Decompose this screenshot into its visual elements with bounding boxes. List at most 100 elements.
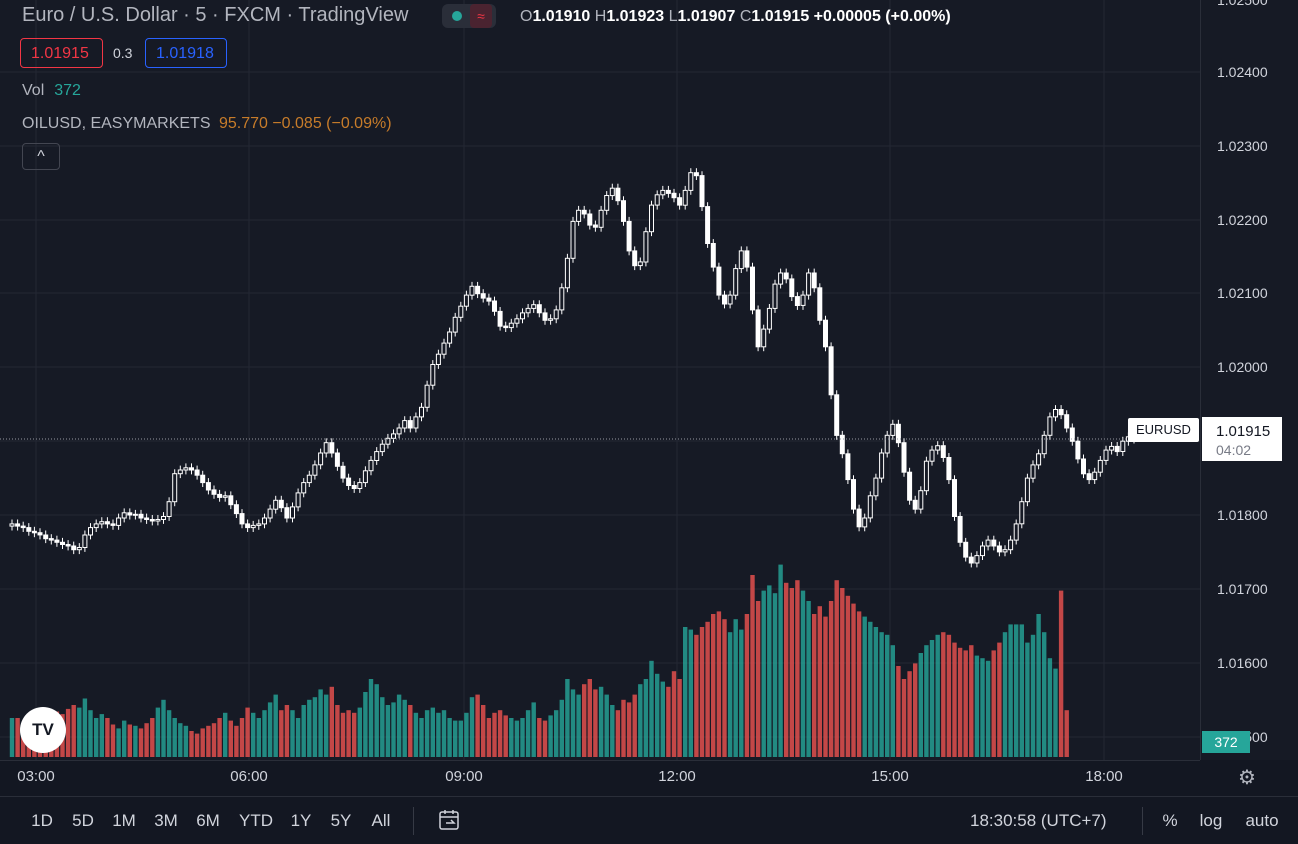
spread-value: 0.3 xyxy=(113,45,133,61)
volume-bar xyxy=(851,603,856,757)
range-all-button[interactable]: All xyxy=(371,811,391,830)
candle-body xyxy=(82,534,88,548)
compare-legend[interactable]: OILUSD, EASYMARKETS 95.770 −0.085 (−0.09… xyxy=(22,115,392,133)
candle-body xyxy=(879,452,885,479)
candle-body xyxy=(396,427,402,435)
candle-body xyxy=(688,172,694,191)
range-6m-button[interactable]: 6M xyxy=(196,811,220,830)
volume-legend[interactable]: Vol 372 xyxy=(22,82,81,100)
volume-bar xyxy=(856,611,862,757)
candle-body xyxy=(65,544,71,547)
candle-body xyxy=(37,532,43,536)
range-5d-button[interactable]: 5D xyxy=(72,811,94,830)
log-scale-button[interactable]: log xyxy=(1199,811,1223,830)
candle-body xyxy=(817,287,823,321)
tradingview-logo-icon[interactable]: TV xyxy=(20,707,66,753)
candle-body xyxy=(183,467,189,471)
chart-pane[interactable]: Euro / U.S. Dollar · 5 · FXCM · TradingV… xyxy=(0,0,1200,760)
sell-button[interactable]: 1.01915 xyxy=(20,38,103,68)
volume-bar xyxy=(946,634,952,757)
volume-bar xyxy=(492,712,497,757)
calendar-goto-icon[interactable] xyxy=(438,808,462,837)
volume-value: 372 xyxy=(54,82,81,99)
volume-bar xyxy=(901,679,907,757)
buy-button[interactable]: 1.01918 xyxy=(145,38,227,68)
candle-body xyxy=(250,524,256,529)
volume-bar xyxy=(206,725,211,757)
volume-bar xyxy=(755,601,761,757)
candle-body xyxy=(430,364,436,386)
candle-body xyxy=(649,204,654,233)
candle-body xyxy=(991,539,997,547)
close-label: C xyxy=(739,8,752,25)
volume-bar xyxy=(520,718,525,757)
candle-body xyxy=(1008,539,1014,551)
range-5y-button[interactable]: 5Y xyxy=(330,811,352,830)
price-axis[interactable]: 1.02500 1.02400 1.02300 1.02200 1.02100 … xyxy=(1200,0,1298,760)
bar-countdown: 04:02 xyxy=(1216,442,1252,458)
volume-bar xyxy=(408,705,413,757)
candle-body xyxy=(980,545,985,557)
volume-bar xyxy=(800,590,806,757)
candle-body xyxy=(1013,523,1019,541)
range-3m-button[interactable]: 3M xyxy=(154,811,178,830)
toolbar-divider xyxy=(413,807,414,835)
volume-bar xyxy=(548,715,553,757)
candle-body xyxy=(1081,458,1086,475)
candle-body xyxy=(138,513,144,519)
candle-body xyxy=(772,283,778,309)
candle-body xyxy=(548,318,554,321)
volume-bar xyxy=(194,733,200,757)
market-status-pill[interactable]: ≈ xyxy=(442,4,496,28)
candle-body xyxy=(901,442,907,473)
range-ytd-button[interactable]: YTD xyxy=(239,811,273,830)
volume-bar xyxy=(9,718,15,757)
market-open-icon xyxy=(452,11,462,21)
open-label: O xyxy=(520,8,533,25)
volume-bar xyxy=(598,686,604,757)
volume-bar xyxy=(1047,658,1053,757)
auto-scale-button[interactable]: auto xyxy=(1245,811,1279,830)
percent-scale-button[interactable]: % xyxy=(1162,811,1178,830)
candle-body xyxy=(660,189,666,196)
volume-bar xyxy=(189,731,194,757)
candle-body xyxy=(26,527,32,532)
price-tick: 1.02500 xyxy=(1217,0,1268,8)
volume-bar xyxy=(974,655,980,757)
volume-bar xyxy=(329,686,334,757)
candle-body xyxy=(273,499,279,510)
candle-body xyxy=(912,499,918,510)
candle-body xyxy=(503,325,509,329)
candle-body xyxy=(155,519,161,522)
volume-bar xyxy=(985,660,991,757)
candle-body xyxy=(609,187,615,197)
candle-body xyxy=(929,449,935,462)
volume-bar xyxy=(929,640,935,757)
volume-bar xyxy=(845,595,851,757)
symbol-title[interactable]: Euro / U.S. Dollar · 5 · FXCM · TradingV… xyxy=(22,4,409,26)
volume-bar xyxy=(441,710,447,757)
volume-bar xyxy=(767,585,772,757)
candle-body xyxy=(424,384,430,408)
volume-bar xyxy=(688,629,693,757)
volume-bar xyxy=(885,634,890,757)
candle-body xyxy=(435,353,441,366)
range-1m-button[interactable]: 1M xyxy=(112,811,136,830)
gear-icon[interactable]: ⚙ xyxy=(1238,767,1256,789)
range-1d-button[interactable]: 1D xyxy=(31,811,53,830)
volume-bar xyxy=(464,712,469,757)
candle-body xyxy=(374,451,380,462)
candle-body xyxy=(564,257,570,289)
candle-body xyxy=(497,310,503,327)
volume-bar xyxy=(750,575,755,757)
volume-bar xyxy=(1030,634,1036,757)
candle-body xyxy=(1041,434,1047,455)
range-1y-button[interactable]: 1Y xyxy=(290,811,312,830)
candle-body xyxy=(413,416,419,429)
candle-body xyxy=(907,471,913,501)
candlestick-chart[interactable] xyxy=(0,0,1200,760)
collapse-legend-button[interactable]: ^ xyxy=(22,143,60,170)
clock-display[interactable]: 18:30:58 (UTC+7) xyxy=(970,811,1107,830)
volume-bar xyxy=(542,720,548,757)
time-axis[interactable]: 03:00 06:00 09:00 12:00 15:00 18:00 xyxy=(0,760,1200,793)
